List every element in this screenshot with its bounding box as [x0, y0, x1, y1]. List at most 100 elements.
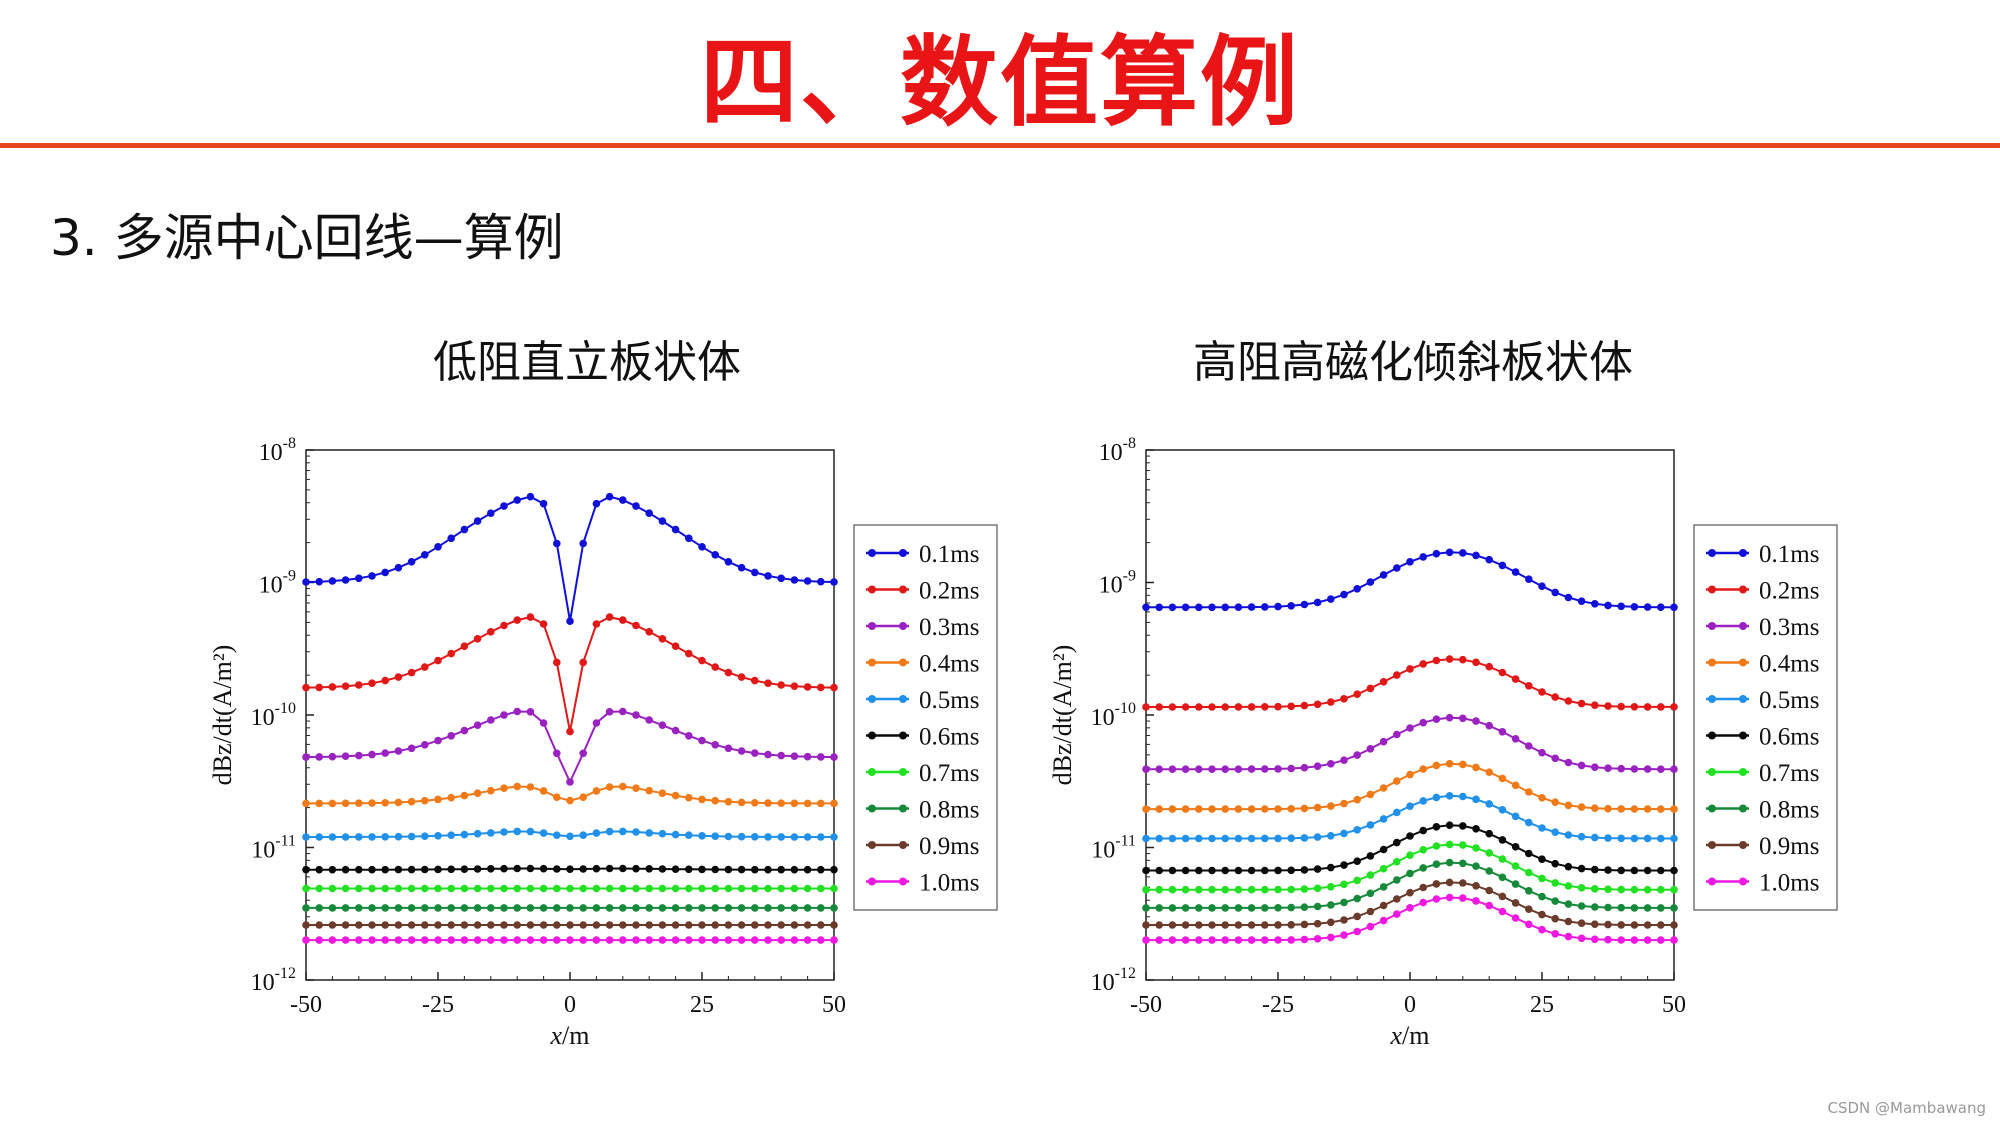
- legend-swatch-dot: [1739, 585, 1747, 594]
- data-point: [737, 921, 746, 929]
- legend-label: 0.1ms: [919, 541, 979, 568]
- data-point: [1564, 697, 1573, 705]
- data-point: [1300, 920, 1309, 929]
- data-point: [1525, 818, 1533, 827]
- data-point: [328, 683, 337, 691]
- legend-swatch-dot: [868, 841, 876, 849]
- legend-swatch-dot: [1739, 877, 1747, 886]
- data-point: [817, 833, 825, 841]
- data-point: [1406, 665, 1414, 673]
- data-point: [1353, 751, 1361, 759]
- data-point: [1379, 901, 1388, 910]
- legend-swatch-dot: [899, 622, 907, 630]
- data-point: [1643, 703, 1652, 711]
- data-point: [460, 904, 469, 912]
- data-point: [341, 921, 350, 929]
- data-point: [1643, 765, 1652, 773]
- data-point: [473, 936, 482, 944]
- data-point: [1419, 846, 1427, 854]
- chart-title-left: 低阻直立板状体: [433, 337, 741, 388]
- data-point: [711, 904, 719, 912]
- data-point: [1432, 793, 1441, 802]
- data-point: [315, 683, 324, 692]
- data-point: [711, 921, 719, 929]
- data-point: [605, 783, 614, 791]
- data-point: [553, 831, 561, 839]
- data-point: [1313, 919, 1322, 928]
- legend-swatch-dot: [1739, 731, 1747, 740]
- data-point: [1604, 702, 1612, 710]
- data-point: [711, 865, 719, 874]
- data-point: [685, 732, 693, 740]
- data-point: [685, 936, 693, 944]
- data-point: [315, 577, 324, 586]
- legend-swatch-dot: [1708, 841, 1716, 849]
- data-point: [328, 921, 337, 929]
- data-point: [553, 865, 561, 873]
- data-point: [1155, 805, 1163, 813]
- data-point: [1432, 823, 1441, 831]
- data-point: [698, 921, 706, 929]
- data-point: [553, 539, 561, 548]
- data-point: [394, 673, 403, 681]
- data-point: [460, 642, 469, 650]
- data-point: [421, 796, 429, 805]
- data-point: [328, 799, 337, 808]
- data-point: [1525, 849, 1533, 858]
- data-point: [1353, 585, 1361, 593]
- data-point: [605, 936, 614, 944]
- data-point: [764, 799, 772, 807]
- data-point: [1327, 760, 1335, 768]
- data-point: [1353, 912, 1361, 921]
- data-point: [605, 921, 614, 929]
- x-tick-label: 25: [1530, 992, 1554, 1018]
- data-point: [671, 921, 680, 929]
- legend-swatch-dot: [1739, 804, 1747, 813]
- data-point: [1406, 832, 1414, 840]
- data-point: [1221, 805, 1229, 813]
- data-point: [1459, 760, 1467, 769]
- data-point: [737, 832, 746, 841]
- data-point: [341, 576, 350, 584]
- data-point: [500, 711, 508, 719]
- data-point: [1208, 921, 1216, 929]
- data-point: [473, 635, 482, 643]
- data-point: [421, 741, 429, 749]
- data-point: [698, 865, 706, 874]
- data-point: [1181, 805, 1190, 813]
- data-point: [1353, 857, 1361, 865]
- data-point: [1498, 806, 1507, 814]
- data-point: [539, 921, 548, 929]
- data-point: [1538, 892, 1546, 901]
- data-point: [526, 936, 535, 944]
- legend-label: 0.3ms: [919, 614, 979, 641]
- data-point: [539, 499, 548, 508]
- legend-label: 0.4ms: [919, 651, 979, 678]
- data-point: [711, 741, 719, 749]
- data-point: [355, 751, 363, 760]
- data-point: [1670, 904, 1678, 912]
- data-point: [368, 936, 376, 944]
- data-point: [394, 865, 403, 874]
- data-point: [724, 668, 733, 677]
- data-point: [1155, 936, 1163, 944]
- series-line-0.3ms: [305, 710, 835, 785]
- data-point: [1208, 805, 1216, 813]
- data-point: [1195, 885, 1203, 894]
- data-point: [1142, 834, 1150, 843]
- data-point: [355, 799, 363, 807]
- data-point: [526, 904, 535, 912]
- data-point: [1617, 885, 1625, 894]
- data-point: [381, 904, 390, 912]
- data-point: [407, 865, 416, 874]
- data-point: [553, 921, 561, 929]
- data-point: [1340, 861, 1348, 869]
- data-point: [1643, 603, 1652, 611]
- data-point: [1406, 770, 1414, 779]
- data-point: [302, 936, 310, 944]
- data-point: [1366, 684, 1375, 693]
- data-point: [1168, 866, 1177, 875]
- data-point: [1327, 883, 1335, 891]
- legend-swatch-dot: [868, 622, 876, 630]
- data-point: [1379, 916, 1388, 925]
